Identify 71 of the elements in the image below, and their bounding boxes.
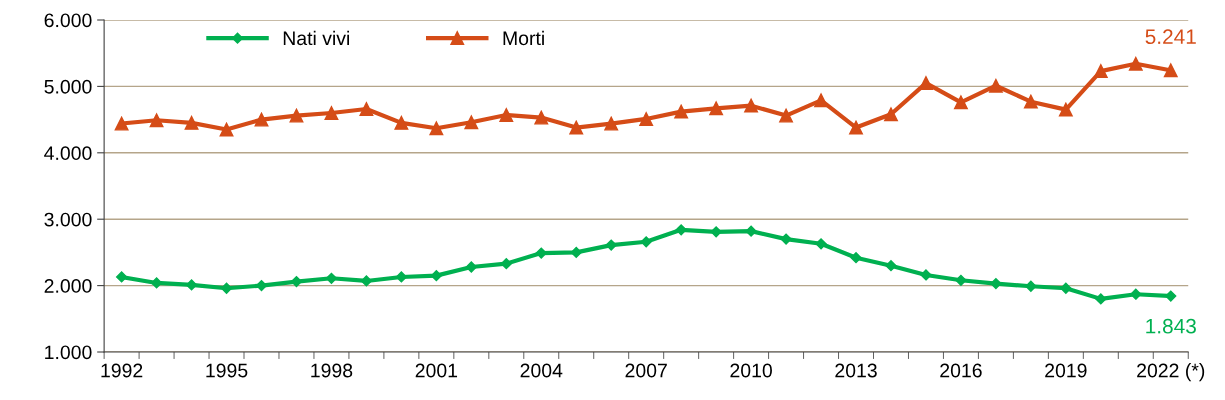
point [499,108,514,122]
point [569,120,584,135]
point [219,122,234,137]
point [535,247,547,259]
y-tick-label: 6.000 [44,13,92,28]
point [919,76,933,91]
point [464,115,479,130]
x-tick-label: 1998 [311,363,353,378]
point [395,271,407,283]
point [709,101,724,116]
x-tick-label: 1992 [101,363,143,378]
point [184,115,199,130]
point [1023,94,1038,109]
point [990,278,1002,290]
x-tick-label: 2010 [730,363,772,378]
point [220,282,233,294]
point [640,236,652,248]
point [114,116,129,131]
legend-label: Nati vivi [283,30,349,46]
point [289,108,304,123]
x-tick-label: 2013 [835,363,877,378]
point [815,238,827,250]
point [1163,63,1178,78]
point [850,252,862,264]
point [988,78,1003,93]
point [849,120,863,135]
y-tick-label: 5.000 [44,79,92,94]
x-tick-label: 1995 [206,363,248,378]
x-tick-label: 2019 [1045,363,1087,378]
x-tick-label: 2004 [520,363,563,378]
point [639,111,654,126]
point [1060,282,1072,294]
point [710,226,722,238]
point [779,108,794,123]
point [429,121,444,136]
point [1093,64,1108,79]
point [1058,102,1073,117]
point [744,98,759,113]
data-label: 1.843 [1146,318,1196,334]
point [884,107,898,122]
x-tick-label: 2016 [940,363,982,378]
x-tick-label: 2022 (*) [1137,363,1205,382]
point [814,93,828,108]
y-tick-label: 1.000 [45,345,92,360]
point [605,239,617,251]
point [885,260,897,272]
point [674,104,689,119]
point [149,113,164,128]
y-tick-label: 3.000 [44,212,92,227]
x-tick-label: 2007 [625,363,667,378]
point [955,274,967,286]
point [324,106,339,120]
point [116,271,128,283]
point [254,112,269,127]
legend-label: Morti [503,30,544,46]
point [780,233,792,245]
y-tick-label: 2.000 [44,279,92,293]
point [1165,290,1177,302]
data-label: 5.241 [1145,29,1196,45]
point [953,95,968,110]
point [534,110,549,125]
point [1025,280,1037,292]
point [604,116,619,131]
point [1128,56,1143,71]
y-tick-label: 4.000 [44,146,92,161]
point [1130,288,1142,300]
point [1095,293,1107,305]
point [359,102,374,116]
point [465,261,477,273]
point [394,115,409,130]
x-tick-label: 2001 [415,363,458,378]
